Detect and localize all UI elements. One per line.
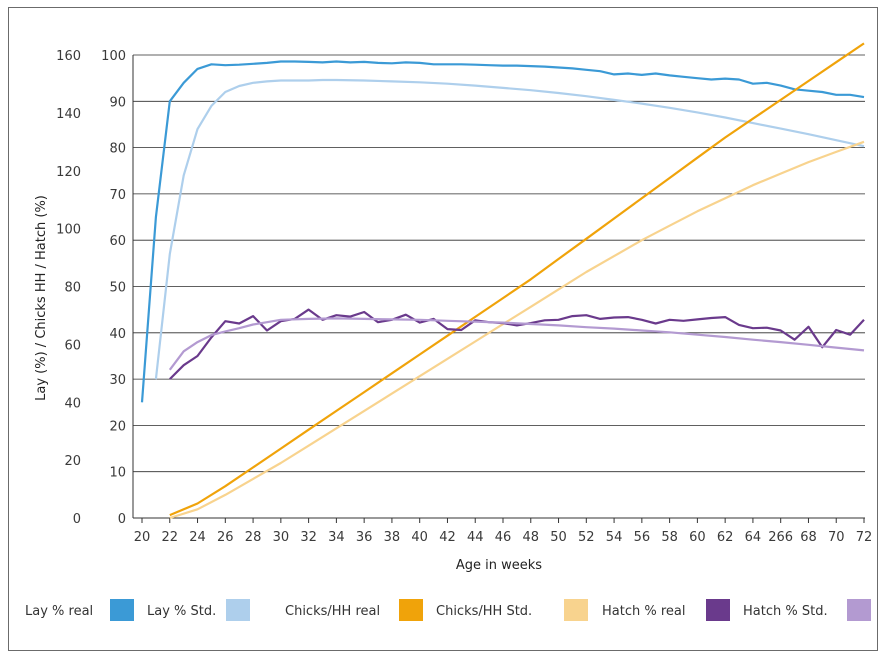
legend-label-6: Hatch % Std. bbox=[743, 604, 828, 619]
left-axis-tick-label: 160 bbox=[56, 49, 81, 64]
x-axis-tick-label: 28 bbox=[245, 530, 262, 545]
chart-frame: 0 20 40 60 80 100 120 140 160 10 20 30 40 50 60 70 80 90… bbox=[8, 7, 878, 651]
x-axis-tick-label: 64 bbox=[745, 530, 762, 545]
grid-lines bbox=[133, 54, 865, 473]
x-axis-tick-label: 38 bbox=[384, 530, 401, 545]
x-axis-tick-label: 58 bbox=[661, 530, 678, 545]
series-line-6 bbox=[168, 317, 865, 371]
right-axis-tick-label: 100 bbox=[101, 49, 126, 64]
legend-label-3: Chicks/HH real bbox=[285, 604, 380, 619]
right-axis-tick-label: 30 bbox=[109, 373, 126, 388]
x-axis-tick-label: 20 bbox=[134, 530, 151, 545]
axes bbox=[132, 55, 865, 519]
right-axis-tick-label: 60 bbox=[109, 234, 126, 249]
x-axis-tick-label: 68 bbox=[800, 530, 817, 545]
x-axis-tick-label: 46 bbox=[495, 530, 512, 545]
left-axis-tick-label: 80 bbox=[64, 281, 81, 296]
legend-swatch-2 bbox=[226, 599, 250, 621]
x-axis-tick-label: 70 bbox=[828, 530, 845, 545]
x-axis-tick-label: 54 bbox=[606, 530, 623, 545]
left-axis-tick-label: 60 bbox=[64, 338, 81, 353]
left-axis-tick-label: 140 bbox=[56, 107, 81, 122]
legend-swatch-4 bbox=[564, 599, 588, 621]
series-line-4 bbox=[169, 140, 865, 520]
legend: Lay % real Lay % Std. Chicks/HH real Chicks… bbox=[25, 599, 871, 621]
series-line-3 bbox=[169, 42, 865, 517]
x-axis-tick-label: 30 bbox=[273, 530, 290, 545]
series-line-2 bbox=[154, 78, 865, 380]
x-axis-tick-label: 60 bbox=[689, 530, 706, 545]
legend-swatch-3 bbox=[399, 599, 423, 621]
legend-label-4: Chicks/HH Std. bbox=[436, 604, 532, 619]
legend-swatch-6 bbox=[847, 599, 871, 621]
left-axis-tick-label: 0 bbox=[73, 512, 81, 527]
legend-label-1: Lay % real bbox=[25, 604, 93, 619]
x-axis-tick-label: 40 bbox=[411, 530, 428, 545]
x-axis-tick-label: 32 bbox=[300, 530, 317, 545]
x-axis-tick-label: 52 bbox=[578, 530, 595, 545]
x-axis-tick-label: 62 bbox=[717, 530, 734, 545]
x-axis-tick-label: 22 bbox=[161, 530, 178, 545]
x-axis-tick-label: 36 bbox=[356, 530, 373, 545]
right-axis-tick-label: 70 bbox=[109, 188, 126, 203]
x-axis-ticks: 20 22 24 26 28 30 32 34 36 38 40 42 44 46 48 50 52 54 56 58… bbox=[134, 518, 873, 545]
legend-swatch-1 bbox=[110, 599, 134, 621]
right-axis-tick-label: 90 bbox=[109, 95, 126, 110]
x-axis-tick-label: 72 bbox=[856, 530, 873, 545]
left-axis-tick-label: 100 bbox=[56, 223, 81, 238]
left-axis-tick-label: 40 bbox=[64, 396, 81, 411]
x-axis-tick-label: 24 bbox=[189, 530, 206, 545]
right-axis-tick-label: 40 bbox=[109, 327, 126, 342]
right-axis-ticks: 10 20 30 40 50 60 70 80 90 100 0 bbox=[101, 49, 126, 527]
chart-svg: 0 20 40 60 80 100 120 140 160 10 20 30 40 50 60 70 80 90… bbox=[25, 42, 873, 621]
x-axis-tick-label: 44 bbox=[467, 530, 484, 545]
right-axis-tick-label: 0 bbox=[118, 512, 126, 527]
y-axis-title: Lay (%) / Chicks HH / Hatch (%) bbox=[34, 195, 49, 401]
x-axis-tick-label: 56 bbox=[634, 530, 651, 545]
x-axis-tick-label: 42 bbox=[439, 530, 456, 545]
right-axis-tick-label: 10 bbox=[109, 466, 126, 481]
legend-label-2: Lay % Std. bbox=[147, 604, 216, 619]
legend-label-5: Hatch % real bbox=[602, 604, 685, 619]
x-axis-tick-label: 50 bbox=[550, 530, 567, 545]
left-axis-tick-label: 120 bbox=[56, 165, 81, 180]
right-axis-tick-label: 80 bbox=[109, 142, 126, 157]
x-axis-title: Age in weeks bbox=[456, 558, 542, 573]
left-axis-tick-label: 20 bbox=[64, 454, 81, 469]
legend-swatch-5 bbox=[706, 599, 730, 621]
x-axis-tick-label: 266 bbox=[768, 530, 793, 545]
series-lines bbox=[140, 42, 865, 520]
x-axis-tick-label: 34 bbox=[328, 530, 345, 545]
left-axis-ticks: 0 20 40 60 80 100 120 140 160 bbox=[56, 49, 81, 527]
right-axis-tick-label: 20 bbox=[109, 419, 126, 434]
series-line-1 bbox=[140, 60, 865, 403]
x-axis-tick-label: 48 bbox=[522, 530, 539, 545]
right-axis-tick-label: 50 bbox=[109, 281, 126, 296]
x-axis-tick-label: 26 bbox=[217, 530, 234, 545]
